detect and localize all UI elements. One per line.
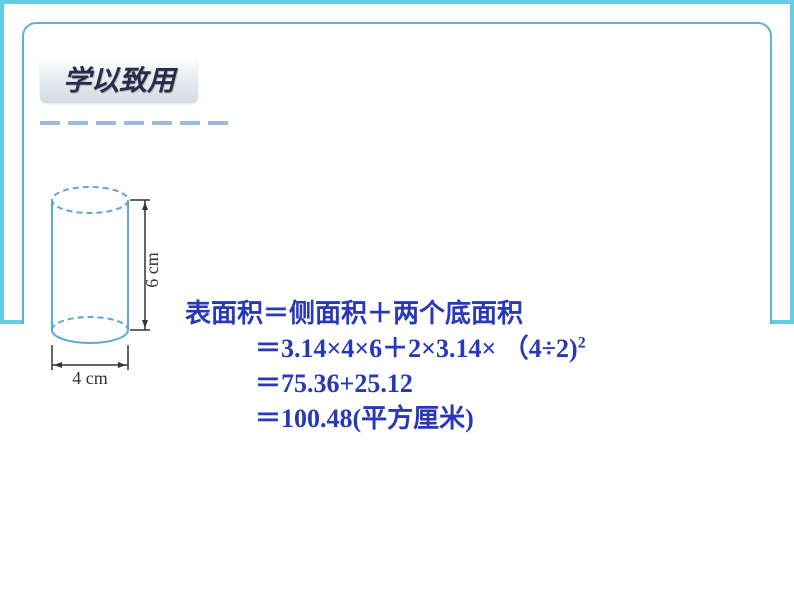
- section-title-block: 学以致用: [40, 55, 198, 103]
- height-arrow-bottom: [142, 320, 148, 328]
- calc-line-2: ＝3.14×4×6＋2×3.14× （4÷2)2: [185, 331, 586, 366]
- calc-line-2-exponent: 2: [578, 334, 586, 351]
- calc-line-1: 表面积＝侧面积＋两个底面积: [185, 296, 586, 331]
- calculation-block: 表面积＝侧面积＋两个底面积 ＝3.14×4×6＋2×3.14× （4÷2)2 ＝…: [185, 296, 586, 436]
- section-title: 学以致用: [63, 59, 175, 99]
- width-label: 4 cm: [72, 368, 108, 388]
- calc-line-4: ＝100.48(平方厘米): [185, 401, 586, 436]
- calc-line-3: ＝75.36+25.12: [185, 366, 586, 401]
- cylinder-bottom-back-arc: [52, 317, 128, 330]
- calc-line-2-text: ＝3.14×4×6＋2×3.14× （4÷2): [255, 334, 578, 363]
- width-arrow-left: [54, 362, 62, 368]
- title-underline-dashes: [40, 112, 240, 116]
- height-arrow-top: [142, 202, 148, 210]
- width-arrow-right: [118, 362, 126, 368]
- cylinder-diagram: 6 cm 4 cm: [40, 180, 200, 400]
- cylinder-top-ellipse: [52, 187, 128, 213]
- height-label: 6 cm: [142, 252, 162, 288]
- cylinder-bottom-front-arc: [52, 330, 128, 343]
